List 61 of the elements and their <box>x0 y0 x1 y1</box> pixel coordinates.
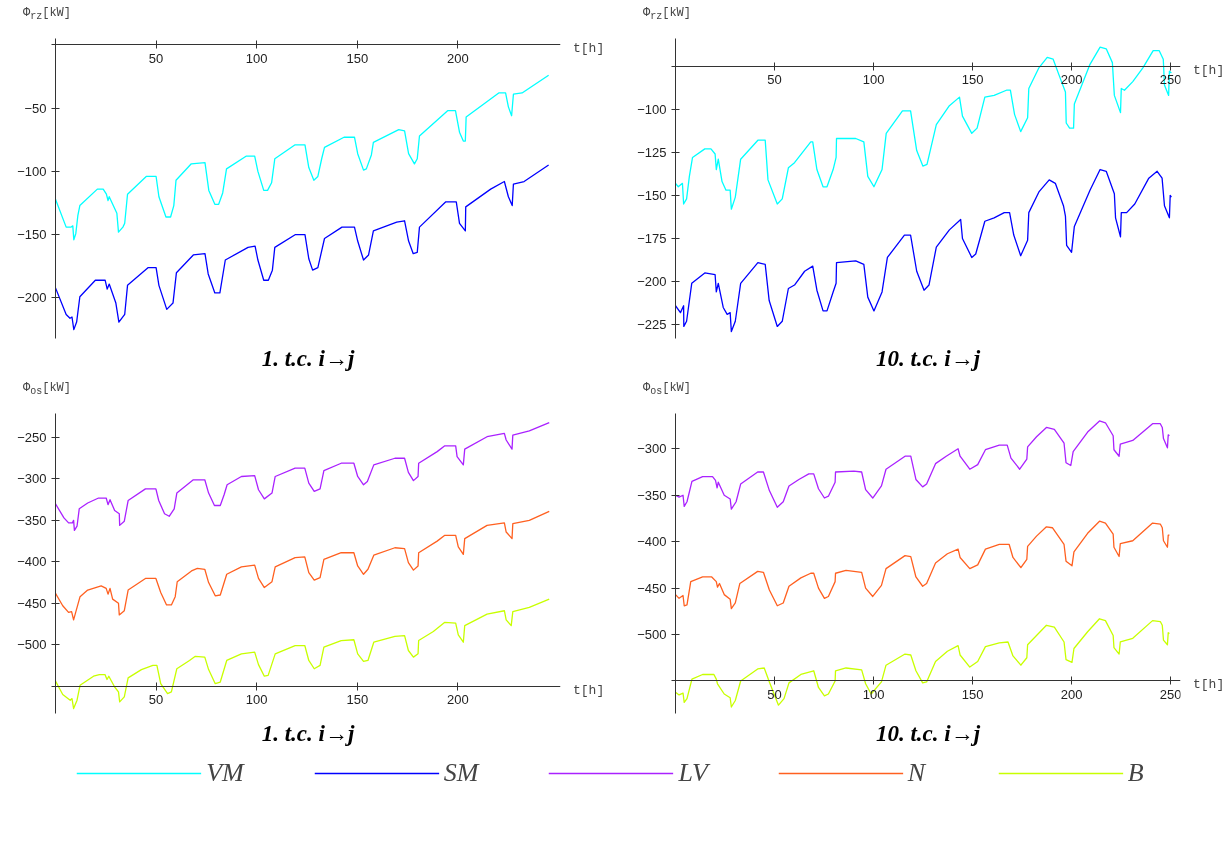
x-tick-label: 150 <box>346 50 369 66</box>
x-tick-label: 150 <box>961 686 984 702</box>
y-tick-label: −50 <box>24 100 47 116</box>
y-tick-label: −500 <box>637 627 667 643</box>
y-tick-label: −175 <box>637 231 667 246</box>
y-tick-label: −350 <box>17 512 47 528</box>
x-tick-label: 250 <box>1159 686 1182 702</box>
y-tick-label: −200 <box>637 274 667 290</box>
y-tick-label: −100 <box>17 163 47 179</box>
line-series <box>55 510 550 621</box>
y-tick-label: −225 <box>637 317 667 333</box>
x-axis-title: t[h] <box>573 682 605 700</box>
x-axis-title: t[h] <box>1193 676 1225 694</box>
x-tick-label: 200 <box>447 50 469 66</box>
text: 1. t.c. i→j <box>261 720 355 746</box>
y-tick-label: −125 <box>637 144 667 160</box>
x-tick-label: 200 <box>1060 72 1083 88</box>
y-axis-title: Φ$_{rz}$[kW] <box>23 5 72 25</box>
line-series <box>55 74 550 241</box>
legend-label: SM <box>443 758 479 788</box>
y-axis-title: Φ$_{os}$[kW] <box>643 380 692 400</box>
y-tick-label: −450 <box>17 595 47 611</box>
x-tick-label: 50 <box>148 692 164 708</box>
text: 1. t.c. i→j <box>261 345 355 371</box>
y-tick-label: −250 <box>17 430 47 446</box>
line-series <box>675 520 1171 610</box>
legend-label: B <box>1127 758 1145 788</box>
line-series <box>55 598 550 710</box>
legend-label: N <box>907 758 928 788</box>
x-tick-label: 150 <box>346 692 369 708</box>
x-axis-title: t[h] <box>1193 62 1225 80</box>
y-axis-title: Φ$_{rz}$[kW] <box>643 5 692 25</box>
x-tick-label: 100 <box>862 72 885 88</box>
x-tick-label: 100 <box>245 692 268 708</box>
line-series <box>55 164 550 331</box>
y-tick-label: −300 <box>637 441 667 457</box>
x-tick-label: 200 <box>447 692 469 708</box>
y-tick-label: −100 <box>637 101 667 117</box>
legend-label: VM <box>206 758 244 788</box>
y-tick-label: −200 <box>17 290 47 306</box>
x-tick-label: 50 <box>148 50 164 66</box>
y-tick-label: −400 <box>17 554 47 570</box>
y-tick-label: −150 <box>637 187 667 203</box>
y-tick-label: −500 <box>17 637 47 653</box>
x-tick-label: 100 <box>245 50 268 66</box>
y-tick-label: −350 <box>637 487 667 503</box>
y-tick-label: −450 <box>637 580 667 596</box>
x-tick-label: 200 <box>1060 686 1083 702</box>
text: 10. t.c. i→j <box>875 345 981 371</box>
y-tick-label: −150 <box>17 227 47 243</box>
y-axis-title: Φ$_{os}$[kW] <box>23 380 72 400</box>
line-series <box>675 420 1171 510</box>
x-tick-label: 100 <box>862 686 885 702</box>
x-axis-title: t[h] <box>573 40 605 58</box>
x-tick-label: 50 <box>767 72 782 88</box>
y-tick-label: −300 <box>17 471 47 487</box>
line-series <box>675 168 1173 333</box>
text: 10. t.c. i→j <box>875 720 981 746</box>
x-tick-label: 150 <box>961 72 984 88</box>
y-tick-label: −400 <box>637 534 667 550</box>
line-series <box>55 421 550 531</box>
